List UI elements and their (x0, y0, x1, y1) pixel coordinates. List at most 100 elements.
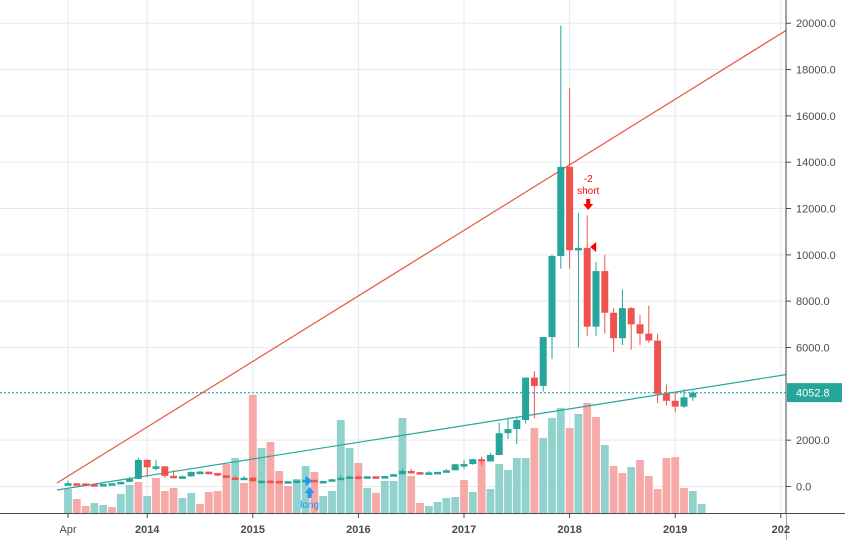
short-signal-quantity: -2 (584, 174, 593, 185)
long-signal-label: long (300, 500, 319, 511)
candle-body (205, 471, 213, 475)
volume-bar (416, 503, 424, 513)
current-price-tag-background (787, 383, 842, 403)
time-tick-label: 2018 (557, 524, 581, 536)
candlestick (618, 289, 626, 346)
price-tick-label: 10000.0 (796, 250, 836, 262)
volume-bar (81, 506, 90, 513)
resistance-trendline[interactable] (56, 27, 791, 484)
time-axis[interactable]: Apr 2014 2015 2016 2017 2018 2019 202 (0, 513, 845, 540)
volume-bar (512, 458, 521, 513)
candlestick (416, 471, 424, 475)
price-axis-ticks: 20000.0 18000.0 16000.0 14000.0 12000.0 10000… (786, 18, 836, 494)
candlestick (275, 480, 283, 484)
candle-body (434, 471, 442, 475)
candle-body (108, 483, 116, 486)
price-tick-label: 0.0 (796, 482, 811, 494)
volume-bar (363, 488, 372, 513)
candle-body (398, 470, 406, 475)
volume-bar (565, 428, 574, 513)
candlestick (654, 333, 662, 404)
volume-bar (609, 466, 618, 513)
candlestick (170, 470, 178, 479)
candlestick (504, 417, 512, 440)
candle-body (680, 397, 688, 407)
volume-bar (477, 462, 486, 513)
volume-bar (187, 493, 196, 513)
volume-bar (592, 417, 600, 513)
short-signal: -2 short (577, 174, 600, 252)
price-tick-label: 12000.0 (796, 204, 836, 216)
candle-body (354, 476, 362, 480)
candlestick (222, 475, 230, 479)
candlestick (363, 476, 371, 479)
candle-body (64, 483, 72, 486)
time-tick-label: 202 (772, 524, 790, 536)
volume-bar (178, 498, 187, 513)
candle-body (636, 324, 644, 334)
candle-body (117, 481, 125, 485)
current-price-value: 4052.8 (796, 388, 830, 400)
trendlines[interactable] (56, 27, 791, 491)
volume-bar (539, 438, 548, 513)
candle-body (372, 476, 380, 479)
candlestick (328, 478, 336, 482)
candle-body (293, 480, 301, 483)
volume-bar (319, 496, 328, 513)
candle-body (618, 308, 626, 339)
candle-body (363, 476, 371, 479)
price-tick-label: 16000.0 (796, 111, 836, 123)
candle-body (73, 483, 81, 486)
candlestick (178, 475, 186, 479)
volume-bar (468, 492, 477, 513)
volume-bar (424, 506, 433, 513)
candlestick (346, 475, 354, 480)
candle-body (671, 400, 679, 407)
volume-bar (152, 478, 160, 513)
candlestick (266, 479, 274, 484)
time-tick-label: 2015 (241, 524, 265, 536)
candle-body (654, 340, 662, 394)
volume-bar (99, 505, 108, 513)
candle-body (610, 312, 618, 339)
candlestick (196, 470, 204, 475)
candle-body (451, 464, 459, 471)
volume-bar (143, 496, 152, 513)
candle-body (82, 483, 90, 486)
volume-bar (460, 480, 468, 513)
candlestick (566, 88, 574, 269)
long-entry-marker-icon (305, 476, 313, 486)
candlestick (522, 377, 530, 424)
candle-body (310, 479, 318, 483)
price-tick-label: 14000.0 (796, 157, 836, 169)
volume-bar (398, 418, 407, 513)
candle-body (557, 166, 565, 257)
volume-bar (636, 460, 644, 513)
volume-bar (548, 418, 556, 513)
candlestick (152, 459, 160, 471)
candlestick (662, 384, 670, 406)
support-trendline[interactable] (56, 373, 791, 491)
volume-bar (697, 504, 706, 513)
price-tick-label: 2000.0 (796, 435, 830, 447)
strategy-signals: long -2 short (300, 174, 599, 511)
volume-bar (116, 494, 125, 513)
candle-body (275, 480, 283, 484)
price-axis-background (786, 0, 845, 540)
volume-bar (389, 481, 398, 513)
candlestick (372, 476, 380, 479)
volume-bar (600, 445, 609, 513)
candle-body (504, 429, 512, 434)
candle-body (337, 477, 345, 481)
candle-body (425, 472, 433, 475)
volume-bar (627, 467, 636, 513)
candle-body (495, 433, 503, 455)
candlesticks (64, 25, 697, 487)
candlestick (134, 457, 142, 480)
price-axis[interactable]: 20000.0 18000.0 16000.0 14000.0 12000.0 10000… (785, 0, 845, 540)
candle-body (99, 483, 107, 487)
candlestick (601, 254, 609, 334)
volume-bar (495, 464, 504, 513)
candle-body (187, 471, 195, 477)
